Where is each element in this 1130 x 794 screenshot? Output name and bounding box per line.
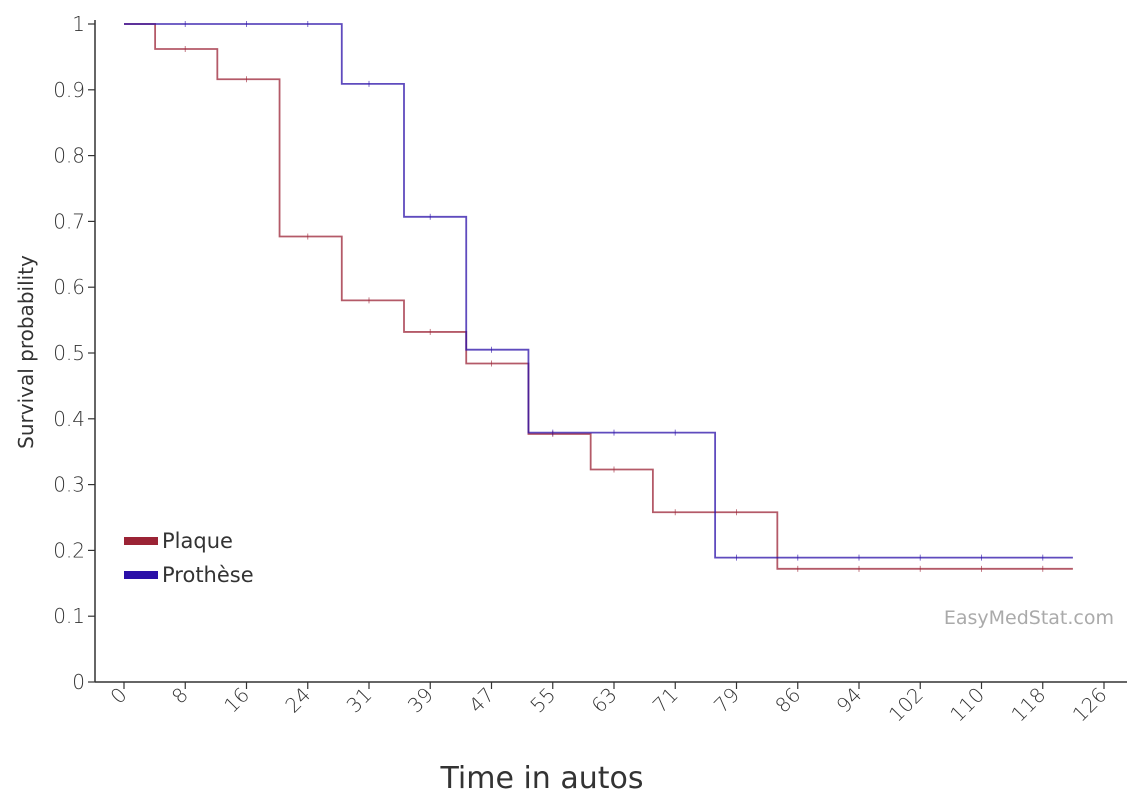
y-tick-label: 0.9 — [53, 78, 85, 102]
series-line-1 — [124, 23, 1073, 559]
axes — [94, 20, 1127, 683]
x-tick-label: 94 — [832, 683, 867, 718]
y-tick-label: 0.6 — [53, 275, 85, 299]
y-tick-label: 0.2 — [53, 538, 85, 562]
x-tick-label: 55 — [525, 683, 560, 718]
y-ticks: 0 0.1 0.2 0.3 0.4 0.5 0.6 0.7 0.8 0.9 1 — [53, 12, 95, 694]
y-tick-label: 0.3 — [53, 473, 85, 497]
x-tick-label: 126 — [1068, 683, 1112, 727]
y-axis-title: Survival probability — [14, 255, 38, 449]
x-tick-label: 86 — [770, 683, 805, 718]
x-tick-label: 47 — [464, 683, 499, 718]
y-tick-label: 0.1 — [53, 604, 85, 628]
watermark: EasyMedStat.com — [944, 607, 1114, 629]
y-tick-label: 0 — [72, 670, 85, 694]
x-tick-label: 110 — [945, 683, 989, 727]
legend: Plaque Prothèse — [124, 529, 254, 587]
x-tick-label: 102 — [884, 683, 928, 727]
series-line-0 — [124, 23, 1073, 570]
x-tick-label: 31 — [342, 683, 377, 718]
x-tick-label: 71 — [648, 683, 683, 718]
legend-swatch-0 — [124, 537, 158, 545]
legend-label-1: Prothèse — [162, 563, 254, 587]
x-tick-label: 118 — [1006, 683, 1050, 727]
x-tick-label: 79 — [709, 683, 744, 718]
y-tick-label: 0.4 — [53, 407, 85, 431]
y-tick-label: 0.8 — [53, 144, 85, 168]
x-axis-title: Time in autos — [440, 761, 644, 794]
legend-swatch-1 — [124, 571, 158, 579]
y-tick-label: 0.7 — [53, 209, 85, 233]
x-ticks: 0 8 16 24 31 39 47 55 63 71 79 86 94 102 110 118 126 — [106, 682, 1112, 727]
legend-label-0: Plaque — [162, 529, 233, 553]
x-tick-label: 24 — [280, 683, 315, 718]
series-layer — [124, 21, 1073, 572]
x-tick-label: 39 — [403, 683, 438, 718]
x-tick-label: 16 — [219, 683, 254, 718]
x-tick-label: 0 — [106, 683, 132, 709]
x-tick-label: 63 — [587, 683, 622, 718]
y-tick-label: 0.5 — [53, 341, 85, 365]
x-tick-label: 8 — [167, 683, 193, 709]
y-tick-label: 1 — [72, 12, 85, 36]
